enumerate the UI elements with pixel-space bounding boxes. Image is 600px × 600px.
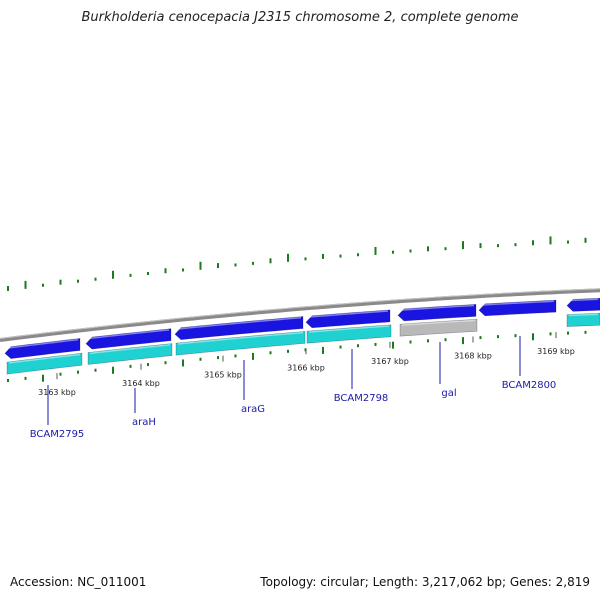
position-tick-label: 3166 kbp [287, 363, 325, 372]
genes-label: Genes: [509, 575, 552, 589]
gc-skew-track [7, 236, 587, 383]
gene-label: BCAM2800 [502, 380, 557, 391]
backbone-highlight [0, 288, 600, 339]
topology-label: Topology: [260, 575, 317, 589]
accession-value: NC_011001 [77, 575, 147, 589]
gene-block-shine [176, 316, 302, 330]
gene-block-shine [308, 325, 390, 333]
gene-label: araH [132, 417, 156, 428]
length-value: 3,217,062 bp [421, 575, 502, 589]
backbone-line [0, 288, 600, 342]
gene-label: BCAM2798 [334, 393, 389, 404]
gene-label: BCAM2795 [30, 429, 85, 440]
gene-block-shine [568, 298, 599, 302]
length-label: Length: [372, 575, 419, 589]
topology-value: circular [320, 575, 365, 589]
gene-block [305, 309, 391, 329]
gene-block [174, 316, 304, 340]
gene-block [566, 297, 600, 312]
gene-block-shine [480, 300, 555, 306]
genome-stats-text: Topology: circular; Length: 3,217,062 bp… [260, 575, 590, 589]
gene-track [4, 297, 600, 375]
gene-block [175, 331, 306, 356]
label-layer: 3163 kbp 3164 kbp 3165 kbp 3166 kbp 3167 kbp… [30, 332, 575, 440]
gene-block-shine [307, 310, 389, 318]
gene-block [306, 324, 392, 344]
gene-block [85, 328, 172, 350]
accession-label: Accession: [10, 575, 74, 589]
gene-block [397, 304, 477, 322]
gene-block-shine [568, 313, 599, 317]
map-title: Burkholderia cenocepacia J2315 chromosom… [81, 10, 519, 25]
gene-block-shine [399, 304, 475, 311]
gene-label: araG [241, 404, 265, 415]
position-tick-label: 3167 kbp [371, 357, 409, 366]
accession-text: Accession: NC_011001 [10, 575, 146, 589]
position-tick-label: 3165 kbp [204, 371, 242, 380]
gene-block-shine [6, 338, 79, 349]
gene-block [566, 312, 600, 327]
gene-block [4, 338, 81, 359]
gene-block-shine [89, 344, 171, 355]
position-tick-label: 3169 kbp [537, 347, 575, 356]
gene-block [399, 318, 478, 337]
gene-block [87, 343, 173, 365]
gene-block-shine [177, 331, 304, 345]
gene-block-shine [8, 353, 81, 364]
gene-label: gal [441, 388, 456, 399]
position-tick-label: 3168 kbp [454, 352, 492, 361]
chromosome-backbone [0, 288, 600, 342]
position-tick-label: 3163 kbp [38, 388, 76, 397]
gene-block-shine [401, 319, 476, 326]
position-tick-label: 3164 kbp [122, 379, 160, 388]
genes-value: 2,819 [555, 575, 590, 589]
gene-block [6, 352, 83, 375]
gene-block-shine [87, 329, 170, 340]
gene-block [478, 299, 557, 317]
